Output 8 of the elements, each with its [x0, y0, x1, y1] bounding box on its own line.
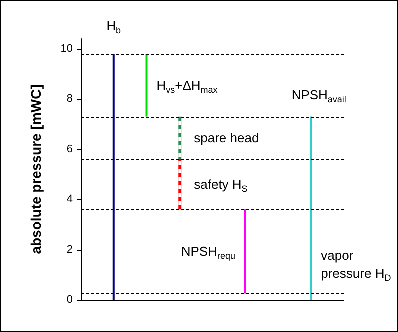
- y-tick-label: 0: [66, 294, 73, 306]
- y-tick-label: 4: [66, 194, 73, 206]
- y-tick-label: 2: [66, 244, 73, 256]
- y-tick-label: 10: [60, 43, 73, 56]
- y-tick-label: 8: [66, 93, 73, 106]
- series-label: spare head: [194, 130, 260, 146]
- y-tick-label: 6: [66, 143, 73, 156]
- y-axis-title: absolute pressure [mWC]: [28, 84, 44, 254]
